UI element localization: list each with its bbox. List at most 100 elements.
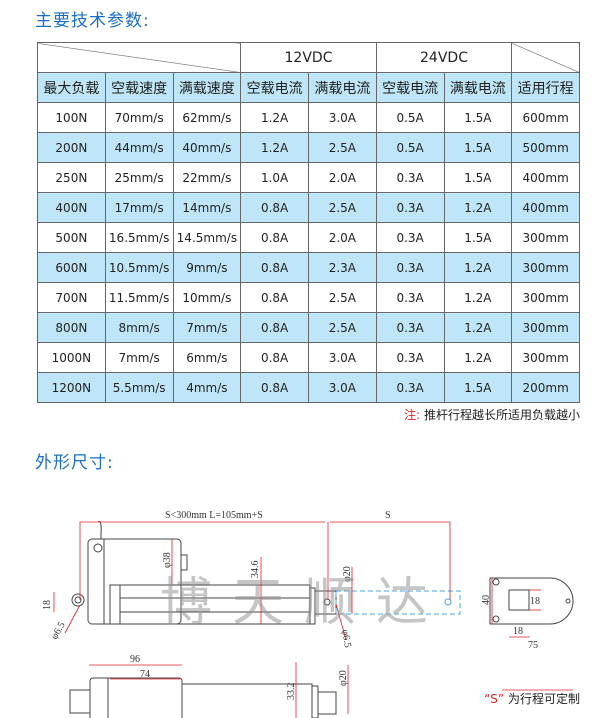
cell: 7mm/s (104, 342, 174, 373)
header-12vdc: 12VDC (240, 42, 377, 73)
cell: 适用行程 (511, 72, 580, 103)
cell: 700N (37, 282, 106, 313)
cell: 2.5A (308, 192, 377, 223)
watermark: 博天顺达 (160, 573, 449, 633)
cell: 2.0A (308, 162, 377, 193)
cell: 1.0A (240, 162, 309, 193)
cell: 300mm (511, 282, 580, 313)
cell: 1.2A (443, 252, 513, 283)
cell: 25mm/s (104, 162, 174, 193)
cell: 1.2A (443, 342, 513, 373)
cell: 11.5mm/s (104, 282, 174, 313)
dim-18b: 18 (530, 596, 540, 607)
spec-title: 主要技术参数: (35, 11, 150, 31)
cell: 2.5A (308, 312, 377, 343)
dim-332: 33.2 (286, 683, 297, 701)
cell: 0.3A (375, 192, 445, 223)
cell: 300mm (511, 222, 580, 253)
cell: 满载电流 (443, 72, 513, 103)
cell: 0.3A (375, 252, 445, 283)
cell: 1.2A (240, 132, 309, 163)
cell: 17mm/s (104, 192, 174, 223)
dim-74: 74 (140, 669, 150, 680)
cell: 0.3A (375, 162, 445, 193)
dim-d20b: φ20 (338, 670, 349, 686)
cell: 1000N (37, 342, 106, 373)
dimension-title: 外形尺寸: (35, 453, 114, 473)
cell: 空载速度 (104, 72, 174, 103)
cell: 40mm/s (172, 132, 242, 163)
cell: 1.5A (443, 222, 513, 253)
header-24vdc: 24VDC (375, 42, 513, 73)
dim-18c: 18 (513, 626, 523, 637)
dimension-drawing: S<300mm L=105mm+S S φ38 34.6 φ20 18 φ6.5… (42, 510, 574, 718)
table-row: 100N 70mm/s 62mm/s 1.2A 3.0A 0.5A 1.5A 600mm (37, 102, 580, 133)
table-row: 1200N 5.5mm/s 4mm/s 0.8A 3.0A 0.3A 1.5A 200mm (37, 372, 580, 403)
cell: 2.5A (308, 282, 377, 313)
cell: 62mm/s (172, 102, 242, 133)
cell: 3.0A (308, 102, 377, 133)
cell: 0.8A (240, 282, 309, 313)
cell: 0.8A (240, 312, 309, 343)
cell: 2.0A (308, 222, 377, 253)
cell: 4mm/s (172, 372, 242, 403)
cell: 10.5mm/s (104, 252, 174, 283)
cell: 最大负载 (37, 72, 106, 103)
dim-d20a: φ20 (342, 566, 353, 582)
cell: 1.2A (443, 282, 513, 313)
cell: 0.8A (240, 372, 309, 403)
cell: 0.3A (375, 342, 445, 373)
cell: 400N (37, 192, 106, 223)
dim-length: S<300mm L=105mm+S (165, 510, 263, 521)
cell: 500mm (511, 132, 580, 163)
cell: 300mm (511, 252, 580, 283)
stroke-note: 注: 推杆行程越长所适用负载越小 (404, 408, 580, 422)
table-row: 250N 25mm/s 22mm/s 1.0A 2.0A 0.3A 1.5A 400mm (37, 162, 580, 193)
cell: 0.3A (375, 222, 445, 253)
dim-18: 18 (42, 600, 53, 610)
cell: 0.5A (375, 102, 445, 133)
cell: 1.5A (443, 132, 513, 163)
dim-stroke: S (385, 510, 391, 521)
cell: 2.3A (308, 252, 377, 283)
cell: 1.2A (443, 312, 513, 343)
cell: 9mm/s (172, 252, 242, 283)
table-row: 500N 16.5mm/s 14.5mm/s 0.8A 2.0A 0.3A 1.5A 300m… (37, 222, 580, 253)
cell: 800N (37, 312, 106, 343)
cell: 2.5A (308, 132, 377, 163)
cell: 0.3A (375, 372, 445, 403)
table-row: 1000N 7mm/s 6mm/s 0.8A 3.0A 0.3A 1.2A 300mm (37, 342, 580, 373)
cell: 10mm/s (172, 282, 242, 313)
cell: 14mm/s (172, 192, 242, 223)
corner-cell (36, 42, 242, 73)
cell: 0.8A (240, 192, 309, 223)
cell: 7mm/s (172, 312, 242, 343)
cell: 空载电流 (375, 72, 445, 103)
dim-40: 40 (481, 595, 492, 605)
cell: 1.5A (443, 162, 513, 193)
cell: 100N (37, 102, 106, 133)
cell: 0.3A (375, 312, 445, 343)
cell: 0.3A (375, 282, 445, 313)
cell: 0.8A (240, 342, 309, 373)
spec-table: 12VDC 24VDC 最大负载 空载速度 满载速度 空载电流 满载电流 空载电流 满载电流… (36, 42, 580, 403)
dim-d65b: φ6.5 (339, 629, 353, 649)
cell: 空载电流 (240, 72, 309, 103)
corner-cell-right (511, 42, 580, 73)
cell: 满载速度 (172, 72, 242, 103)
cell: 0.8A (240, 252, 309, 283)
footnote: “S” 为行程可定制 (484, 692, 580, 706)
cell: 200mm (511, 372, 580, 403)
table-row: 200N 44mm/s 40mm/s 1.2A 2.5A 0.5A 1.5A 500mm (37, 132, 580, 163)
cell: 600N (37, 252, 106, 283)
cell: 5.5mm/s (104, 372, 174, 403)
cell: 400mm (511, 162, 580, 193)
cell: 600mm (511, 102, 580, 133)
table-row: 600N 10.5mm/s 9mm/s 0.8A 2.3A 0.3A 1.2A 300mm (37, 252, 580, 283)
cell: 8mm/s (104, 312, 174, 343)
cell: 1.2A (443, 192, 513, 223)
cell: 0.8A (240, 222, 309, 253)
cell: 6mm/s (172, 342, 242, 373)
cell: 300mm (511, 312, 580, 343)
cell: 3.0A (308, 342, 377, 373)
